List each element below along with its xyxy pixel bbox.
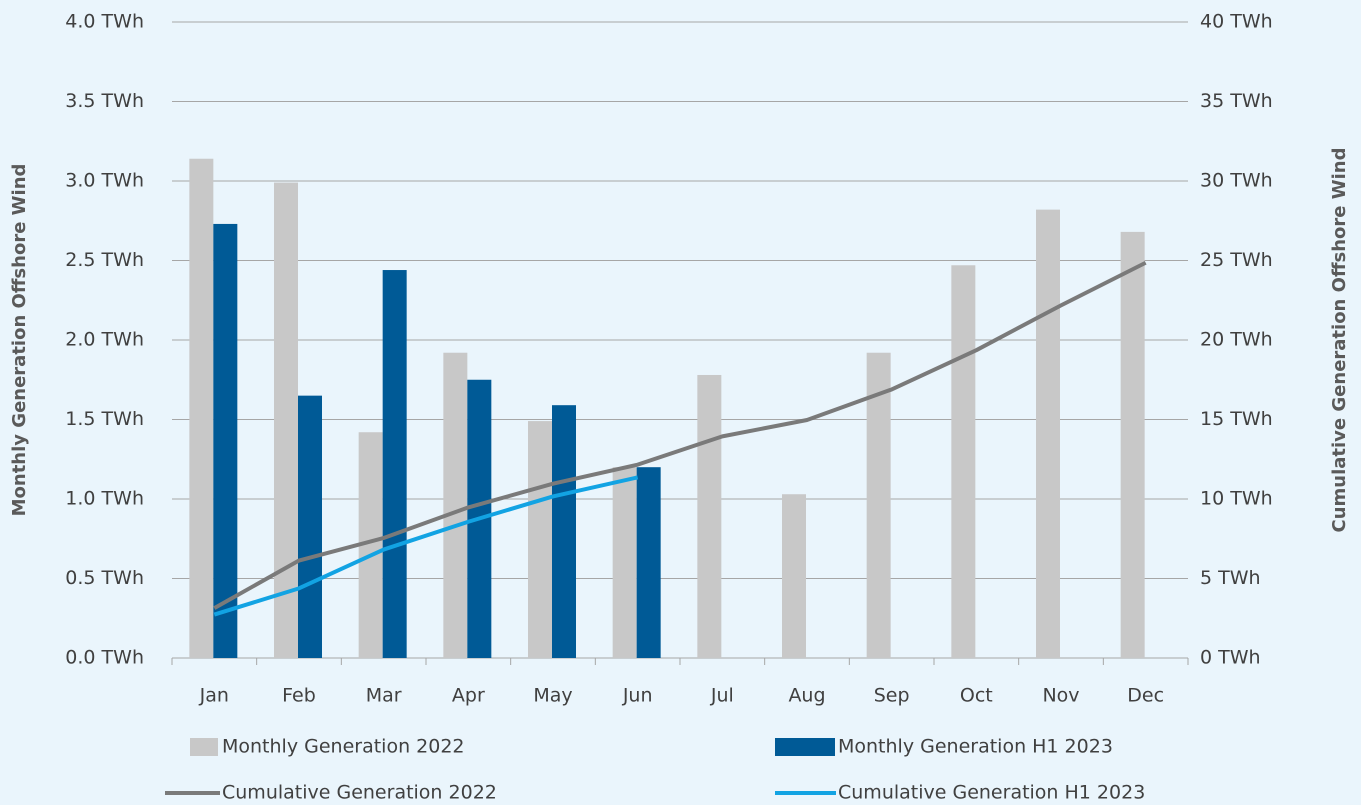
x-tick-label: Sep (874, 685, 910, 707)
y2-tick-label: 20 TWh (1200, 329, 1273, 351)
y-tick-label: 2.0 TWh (65, 329, 144, 351)
y-axis-title: Monthly Generation Offshore Wind (9, 164, 30, 517)
x-tick-label: Feb (282, 685, 316, 707)
y-tick-label: 4.0 TWh (65, 11, 144, 33)
bar (189, 158, 214, 659)
legend-label: Cumulative Generation H1 2023 (838, 782, 1145, 804)
y2-tick-label: 15 TWh (1200, 408, 1273, 430)
y2-tick-label: 30 TWh (1200, 170, 1273, 192)
x-tick-label: Aug (788, 685, 825, 707)
x-tick-label: Dec (1127, 685, 1164, 707)
line (213, 260, 1147, 610)
y2-tick-label: 0 TWh (1200, 647, 1261, 669)
x-tick-label: May (533, 685, 572, 707)
x-tick-label: Nov (1042, 685, 1079, 707)
y2-tick-label: 25 TWh (1200, 249, 1273, 271)
line (213, 475, 639, 617)
y-tick-label: 0.0 TWh (65, 647, 144, 669)
x-tick-label: Jun (622, 685, 653, 707)
y2-tick-label: 40 TWh (1200, 11, 1273, 33)
y-tick-label: 2.5 TWh (65, 249, 144, 271)
y2-tick-label: 35 TWh (1200, 90, 1273, 112)
y-tick-label: 3.5 TWh (65, 90, 144, 112)
y2-tick-label: 10 TWh (1200, 488, 1273, 510)
x-tick-label: Jan (199, 685, 229, 707)
bar (782, 494, 806, 658)
bar (443, 352, 468, 658)
y-tick-label: 1.0 TWh (65, 488, 144, 510)
bar (552, 405, 576, 658)
legend-swatch (190, 738, 218, 756)
legend-label: Monthly Generation 2022 (222, 736, 465, 758)
bar (382, 270, 407, 658)
x-tick-label: Mar (366, 685, 402, 707)
x-tick-label: Oct (960, 685, 993, 707)
legend-label: Cumulative Generation 2022 (222, 782, 497, 804)
bar (298, 395, 322, 658)
bar (697, 374, 722, 658)
y-tick-label: 3.0 TWh (65, 170, 144, 192)
y2-axis-title: Cumulative Generation Offshore Wind (1329, 148, 1350, 533)
bar (528, 421, 552, 658)
bar (1120, 231, 1145, 658)
bar (636, 467, 661, 658)
bar (213, 223, 238, 658)
y-tick-label: 1.5 TWh (65, 408, 144, 430)
bar (1036, 209, 1060, 658)
x-tick-label: Jul (710, 685, 734, 707)
y2-tick-label: 5 TWh (1200, 567, 1261, 589)
bar (866, 352, 891, 658)
legend-label: Monthly Generation H1 2023 (838, 736, 1113, 758)
bar (274, 182, 298, 658)
bar (612, 467, 637, 658)
y-tick-label: 0.5 TWh (65, 567, 144, 589)
bar (951, 265, 976, 658)
legend-swatch (775, 738, 835, 756)
x-tick-label: Apr (452, 685, 485, 707)
